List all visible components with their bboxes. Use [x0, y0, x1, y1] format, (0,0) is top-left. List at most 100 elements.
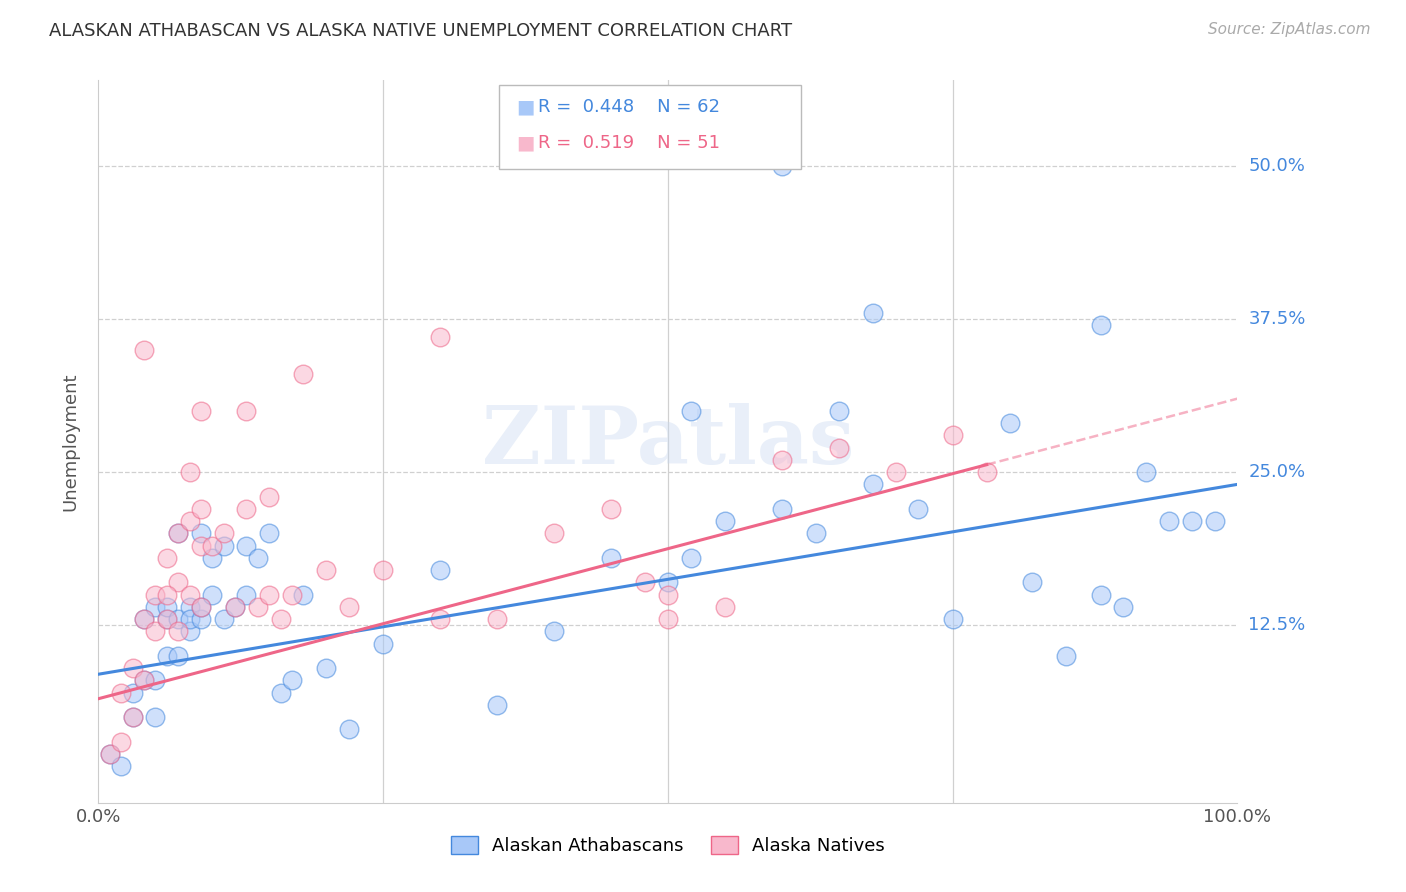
Text: R =  0.448    N = 62: R = 0.448 N = 62: [538, 98, 720, 116]
Point: [371, 563, 394, 577]
Point: [145, 624, 167, 639]
Point: [190, 599, 212, 614]
Y-axis label: Unemployment: Unemployment: [62, 372, 80, 511]
Point: [190, 502, 212, 516]
Point: [156, 612, 179, 626]
Point: [714, 514, 737, 528]
Point: [167, 648, 190, 663]
Text: 25.0%: 25.0%: [1249, 463, 1306, 481]
Point: [281, 588, 304, 602]
Point: [179, 588, 201, 602]
Point: [246, 599, 269, 614]
Point: [167, 526, 190, 541]
Point: [292, 367, 315, 381]
Point: [167, 575, 190, 590]
Point: [132, 673, 155, 688]
Point: [657, 588, 679, 602]
Point: [1181, 514, 1204, 528]
Point: [884, 465, 907, 479]
Point: [1157, 514, 1180, 528]
Point: [543, 526, 565, 541]
Point: [201, 588, 224, 602]
Point: [270, 612, 292, 626]
Point: [212, 539, 235, 553]
Text: Source: ZipAtlas.com: Source: ZipAtlas.com: [1208, 22, 1371, 37]
Point: [942, 428, 965, 442]
Point: [110, 685, 132, 699]
Point: [371, 637, 394, 651]
Text: 50.0%: 50.0%: [1249, 157, 1305, 175]
Point: [828, 441, 851, 455]
Point: [156, 648, 179, 663]
Point: [98, 747, 121, 761]
Point: [315, 563, 337, 577]
Point: [190, 599, 212, 614]
Point: [110, 759, 132, 773]
Point: [429, 563, 451, 577]
Point: [315, 661, 337, 675]
Point: [259, 490, 281, 504]
Point: [121, 710, 143, 724]
Point: [145, 599, 167, 614]
Point: [179, 624, 201, 639]
Point: [862, 477, 884, 491]
Point: [167, 624, 190, 639]
Point: [235, 502, 257, 516]
Point: [429, 612, 451, 626]
Point: [145, 588, 167, 602]
Point: [1054, 648, 1078, 663]
Point: [190, 404, 212, 418]
Point: [179, 465, 201, 479]
Point: [486, 698, 509, 712]
Text: ■: ■: [516, 97, 534, 117]
Point: [259, 588, 281, 602]
Point: [543, 624, 565, 639]
Point: [121, 710, 143, 724]
Point: [1090, 318, 1112, 333]
Point: [1090, 588, 1112, 602]
Point: [1021, 575, 1043, 590]
Point: [634, 575, 657, 590]
Point: [429, 330, 451, 344]
Point: [224, 599, 246, 614]
Point: [179, 612, 201, 626]
Point: [98, 747, 121, 761]
Point: [942, 612, 965, 626]
Point: [235, 539, 257, 553]
Point: [486, 612, 509, 626]
Point: [600, 502, 623, 516]
Point: [270, 685, 292, 699]
Point: [156, 588, 179, 602]
Point: [201, 550, 224, 565]
Legend: Alaskan Athabascans, Alaska Natives: Alaskan Athabascans, Alaska Natives: [443, 829, 893, 863]
Point: [600, 550, 623, 565]
Point: [190, 539, 212, 553]
Point: [770, 453, 793, 467]
Point: [179, 514, 201, 528]
Point: [246, 550, 269, 565]
Point: [156, 599, 179, 614]
Point: [190, 526, 212, 541]
Point: [132, 612, 155, 626]
Point: [110, 734, 132, 748]
Point: [224, 599, 246, 614]
Point: [156, 550, 179, 565]
Point: [714, 599, 737, 614]
Text: ■: ■: [516, 133, 534, 153]
Point: [337, 599, 360, 614]
Point: [976, 465, 998, 479]
Point: [679, 550, 702, 565]
Point: [121, 661, 143, 675]
Point: [235, 404, 257, 418]
Point: [1112, 599, 1135, 614]
Point: [179, 599, 201, 614]
Point: [201, 539, 224, 553]
Point: [132, 343, 155, 357]
Point: [862, 306, 884, 320]
Point: [167, 526, 190, 541]
Point: [190, 612, 212, 626]
Point: [281, 673, 304, 688]
Point: [145, 673, 167, 688]
Point: [156, 612, 179, 626]
Text: R =  0.519    N = 51: R = 0.519 N = 51: [538, 134, 720, 152]
